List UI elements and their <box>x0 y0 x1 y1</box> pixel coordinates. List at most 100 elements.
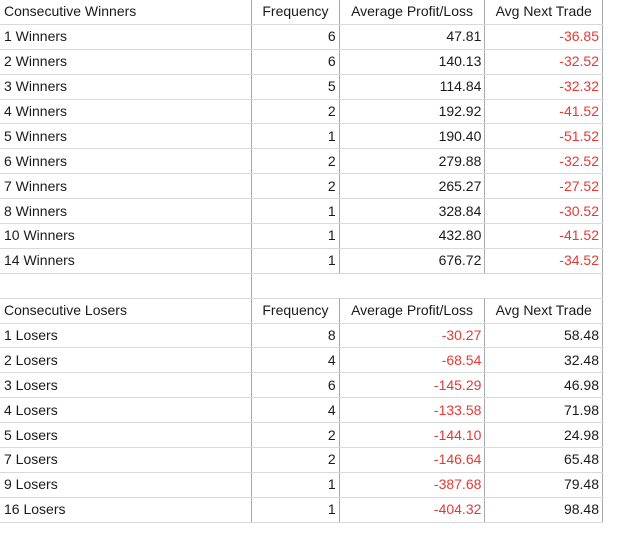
winners-avg-next-cell[interactable]: -34.52 <box>484 248 603 274</box>
losers-header-avg-pl[interactable]: Average Profit/Loss <box>339 298 486 324</box>
winners-avg-next-cell[interactable]: -27.52 <box>484 173 603 200</box>
losers-avg-next-cell[interactable]: 24.98 <box>484 422 603 449</box>
winners-label-cell[interactable]: 5 Winners <box>0 123 253 150</box>
losers-avg-next-cell[interactable]: 79.48 <box>484 472 603 498</box>
losers-label-cell[interactable]: 2 Losers <box>0 347 253 374</box>
winners-frequency-cell[interactable]: 2 <box>251 173 340 200</box>
losers-avg-next-cell[interactable]: 46.98 <box>484 372 603 399</box>
winners-header-row: Consecutive Winners Frequency Average Pr… <box>0 0 603 25</box>
winners-avg-next-cell[interactable]: -41.52 <box>484 99 603 125</box>
losers-avg-pl-cell[interactable]: -133.58 <box>339 397 486 424</box>
winners-label-cell[interactable]: 3 Winners <box>0 74 253 100</box>
winners-avg-pl-cell[interactable]: 47.81 <box>339 24 486 50</box>
winners-avg-pl-cell[interactable]: 190.40 <box>339 123 486 150</box>
winners-avg-pl-cell[interactable]: 279.88 <box>339 148 486 175</box>
winners-avg-pl-cell[interactable]: 432.80 <box>339 223 486 249</box>
losers-row[interactable]: 9 Losers 1 -387.68 79.48 <box>0 472 603 498</box>
winners-avg-pl-cell[interactable]: 114.84 <box>339 74 486 100</box>
winners-header-avg-next[interactable]: Avg Next Trade <box>484 0 603 25</box>
losers-label-cell[interactable]: 7 Losers <box>0 447 253 473</box>
losers-avg-pl-cell[interactable]: -146.64 <box>339 447 486 473</box>
losers-label-cell[interactable]: 5 Losers <box>0 422 253 449</box>
losers-row[interactable]: 7 Losers 2 -146.64 65.48 <box>0 447 603 473</box>
losers-row[interactable]: 1 Losers 8 -30.27 58.48 <box>0 323 603 349</box>
spacer-cell <box>339 273 485 299</box>
winners-avg-pl-cell[interactable]: 328.84 <box>339 198 486 225</box>
winners-avg-next-cell[interactable]: -36.85 <box>484 24 603 50</box>
winners-frequency-cell[interactable]: 6 <box>251 24 340 50</box>
winners-label-cell[interactable]: 7 Winners <box>0 173 253 200</box>
losers-avg-pl-cell[interactable]: -144.10 <box>339 422 486 449</box>
losers-label-cell[interactable]: 16 Losers <box>0 497 253 523</box>
losers-avg-pl-cell[interactable]: -387.68 <box>339 472 486 498</box>
winners-avg-next-cell[interactable]: -32.52 <box>484 49 603 75</box>
losers-frequency-cell[interactable]: 1 <box>251 497 340 523</box>
winners-frequency-cell[interactable]: 2 <box>251 99 340 125</box>
losers-row[interactable]: 2 Losers 4 -68.54 32.48 <box>0 347 603 374</box>
losers-frequency-cell[interactable]: 6 <box>251 372 340 399</box>
winners-avg-next-cell[interactable]: -32.52 <box>484 148 603 175</box>
losers-frequency-cell[interactable]: 2 <box>251 422 340 449</box>
winners-header-frequency[interactable]: Frequency <box>251 0 340 25</box>
winners-row[interactable]: 10 Winners 1 432.80 -41.52 <box>0 223 603 249</box>
winners-frequency-cell[interactable]: 2 <box>251 148 340 175</box>
winners-avg-next-cell[interactable]: -32.32 <box>484 74 603 100</box>
winners-label-cell[interactable]: 1 Winners <box>0 24 253 50</box>
losers-header-label[interactable]: Consecutive Losers <box>0 298 253 324</box>
winners-frequency-cell[interactable]: 5 <box>251 74 340 100</box>
losers-label-cell[interactable]: 4 Losers <box>0 397 253 424</box>
losers-row[interactable]: 4 Losers 4 -133.58 71.98 <box>0 397 603 424</box>
winners-row[interactable]: 1 Winners 6 47.81 -36.85 <box>0 24 603 50</box>
winners-header-avg-pl[interactable]: Average Profit/Loss <box>339 0 486 25</box>
losers-frequency-cell[interactable]: 8 <box>251 323 340 349</box>
losers-frequency-cell[interactable]: 4 <box>251 397 340 424</box>
winners-label-cell[interactable]: 8 Winners <box>0 198 253 225</box>
winners-frequency-cell[interactable]: 1 <box>251 198 340 225</box>
winners-label-cell[interactable]: 6 Winners <box>0 148 253 175</box>
winners-row[interactable]: 6 Winners 2 279.88 -32.52 <box>0 148 603 175</box>
losers-avg-pl-cell[interactable]: -30.27 <box>339 323 486 349</box>
winners-label-cell[interactable]: 14 Winners <box>0 248 253 274</box>
losers-frequency-cell[interactable]: 4 <box>251 347 340 374</box>
losers-frequency-cell[interactable]: 1 <box>251 472 340 498</box>
losers-row[interactable]: 5 Losers 2 -144.10 24.98 <box>0 422 603 449</box>
winners-avg-pl-cell[interactable]: 140.13 <box>339 49 486 75</box>
losers-avg-pl-cell[interactable]: -145.29 <box>339 372 486 399</box>
winners-avg-next-cell[interactable]: -30.52 <box>484 198 603 225</box>
losers-row[interactable]: 16 Losers 1 -404.32 98.48 <box>0 497 603 523</box>
losers-header-avg-next[interactable]: Avg Next Trade <box>484 298 603 324</box>
winners-frequency-cell[interactable]: 6 <box>251 49 340 75</box>
winners-avg-pl-cell[interactable]: 192.92 <box>339 99 486 125</box>
losers-avg-next-cell[interactable]: 32.48 <box>484 347 603 374</box>
winners-header-label[interactable]: Consecutive Winners <box>0 0 253 25</box>
winners-frequency-cell[interactable]: 1 <box>251 123 340 150</box>
winners-row[interactable]: 5 Winners 1 190.40 -51.52 <box>0 123 603 150</box>
losers-avg-next-cell[interactable]: 58.48 <box>484 323 603 349</box>
winners-row[interactable]: 2 Winners 6 140.13 -32.52 <box>0 49 603 75</box>
losers-label-cell[interactable]: 1 Losers <box>0 323 253 349</box>
losers-avg-next-cell[interactable]: 71.98 <box>484 397 603 424</box>
winners-row[interactable]: 4 Winners 2 192.92 -41.52 <box>0 99 603 125</box>
winners-avg-pl-cell[interactable]: 676.72 <box>339 248 486 274</box>
losers-frequency-cell[interactable]: 2 <box>251 447 340 473</box>
losers-avg-next-cell[interactable]: 65.48 <box>484 447 603 473</box>
winners-frequency-cell[interactable]: 1 <box>251 248 340 274</box>
winners-avg-pl-cell[interactable]: 265.27 <box>339 173 486 200</box>
losers-avg-pl-cell[interactable]: -68.54 <box>339 347 486 374</box>
losers-label-cell[interactable]: 9 Losers <box>0 472 253 498</box>
losers-row[interactable]: 3 Losers 6 -145.29 46.98 <box>0 372 603 399</box>
winners-label-cell[interactable]: 4 Winners <box>0 99 253 125</box>
winners-row[interactable]: 3 Winners 5 114.84 -32.32 <box>0 74 603 100</box>
winners-avg-next-cell[interactable]: -41.52 <box>484 223 603 249</box>
winners-avg-next-cell[interactable]: -51.52 <box>484 123 603 150</box>
winners-row[interactable]: 14 Winners 1 676.72 -34.52 <box>0 248 603 274</box>
winners-label-cell[interactable]: 2 Winners <box>0 49 253 75</box>
losers-label-cell[interactable]: 3 Losers <box>0 372 253 399</box>
losers-avg-pl-cell[interactable]: -404.32 <box>339 497 486 523</box>
winners-row[interactable]: 8 Winners 1 328.84 -30.52 <box>0 198 603 225</box>
losers-avg-next-cell[interactable]: 98.48 <box>484 497 603 523</box>
winners-frequency-cell[interactable]: 1 <box>251 223 340 249</box>
winners-label-cell[interactable]: 10 Winners <box>0 223 253 249</box>
winners-row[interactable]: 7 Winners 2 265.27 -27.52 <box>0 173 603 200</box>
losers-header-frequency[interactable]: Frequency <box>251 298 340 324</box>
